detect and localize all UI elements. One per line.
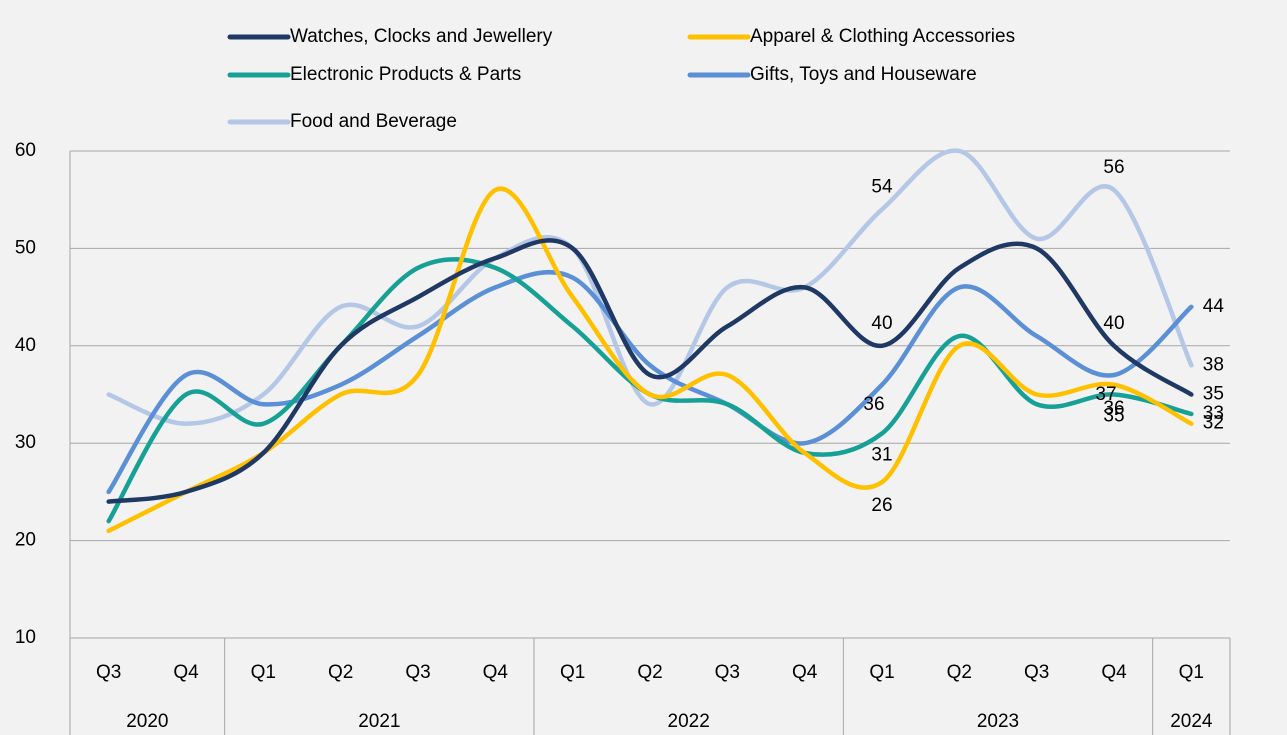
data-label: 40 [1103, 313, 1124, 334]
x-tick-label: Q1 [560, 662, 585, 683]
x-tick-label: Q3 [405, 662, 430, 683]
x-tick-label: Q2 [328, 662, 353, 683]
year-label: 2021 [358, 711, 400, 732]
data-label: 56 [1103, 157, 1124, 178]
series-line [106, 186, 1194, 534]
series-line [106, 269, 1194, 495]
x-tick-label: Q2 [637, 662, 662, 683]
data-label: 38 [1203, 354, 1224, 375]
y-tick-label: 30 [15, 432, 36, 453]
legend-label: Apparel & Clothing Accessories [750, 26, 1015, 47]
x-tick-label: Q1 [251, 662, 276, 683]
x-tick-label: Q4 [792, 662, 818, 683]
series-line [106, 148, 1194, 426]
x-tick-label: Q4 [483, 662, 509, 683]
data-label: 26 [871, 495, 892, 516]
y-tick-label: 20 [15, 530, 36, 551]
data-label: 44 [1203, 296, 1225, 317]
series-line [106, 238, 1194, 504]
data-label: 33 [1203, 403, 1224, 424]
y-tick-label: 40 [15, 335, 36, 356]
y-tick-label: 60 [15, 140, 36, 161]
x-tick-label: Q4 [173, 662, 199, 683]
year-label: 2024 [1170, 711, 1213, 732]
year-label: 2020 [126, 711, 168, 732]
data-label: 31 [871, 444, 892, 465]
legend-label: Gifts, Toys and Houseware [750, 64, 977, 85]
year-label: 2022 [668, 711, 710, 732]
data-label: 37 [1095, 384, 1116, 405]
data-label: 32 [1203, 413, 1224, 434]
y-tick-label: 10 [15, 627, 36, 648]
legend-label: Electronic Products & Parts [290, 64, 521, 85]
x-tick-label: Q1 [1179, 662, 1204, 683]
data-label: 40 [871, 313, 892, 334]
legend-label: Watches, Clocks and Jewellery [290, 26, 553, 47]
year-label: 2023 [977, 711, 1019, 732]
x-tick-label: Q4 [1101, 662, 1127, 683]
data-label: 36 [863, 394, 884, 415]
data-label: 35 [1203, 384, 1224, 405]
x-tick-label: Q2 [947, 662, 972, 683]
x-tick-label: Q1 [869, 662, 894, 683]
y-tick-label: 50 [15, 237, 36, 258]
x-tick-label: Q3 [96, 662, 121, 683]
data-label: 35 [1103, 406, 1124, 427]
x-tick-label: Q3 [715, 662, 740, 683]
legend-label: Food and Beverage [290, 111, 457, 132]
data-label: 54 [871, 176, 893, 197]
x-tick-label: Q3 [1024, 662, 1049, 683]
data-label: 36 [1103, 398, 1124, 419]
